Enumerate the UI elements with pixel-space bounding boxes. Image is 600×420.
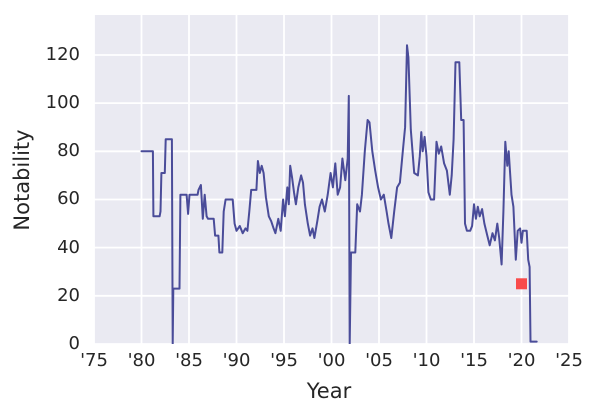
- x-tick-label: '75: [80, 350, 108, 371]
- x-tick-label: '00: [317, 350, 346, 371]
- y-tick-label: 80: [57, 140, 80, 162]
- y-tick-label: 20: [57, 284, 80, 306]
- y-tick-label: 60: [57, 188, 80, 210]
- x-tick-label: '05: [365, 350, 393, 371]
- y-tick-label: 120: [45, 43, 80, 65]
- highlight-marker: [516, 278, 527, 290]
- x-tick-label: '10: [412, 350, 441, 371]
- x-tick-label: '25: [555, 350, 583, 371]
- x-tick-label: '90: [222, 350, 251, 371]
- y-tick-label: 40: [57, 236, 80, 258]
- x-tick-label: '85: [175, 350, 203, 371]
- y-tick-label: 100: [45, 92, 80, 114]
- x-tick-label: '80: [127, 350, 156, 371]
- x-axis-label: Year: [306, 379, 352, 403]
- x-tick-label: '15: [460, 350, 488, 371]
- notability-line: [140, 44, 538, 344]
- plot-area: [94, 15, 569, 344]
- chart-canvas: [94, 15, 569, 344]
- x-tick-label: '20: [507, 350, 536, 371]
- x-tick-label: '95: [270, 350, 298, 371]
- y-tick-label: 0: [68, 333, 80, 354]
